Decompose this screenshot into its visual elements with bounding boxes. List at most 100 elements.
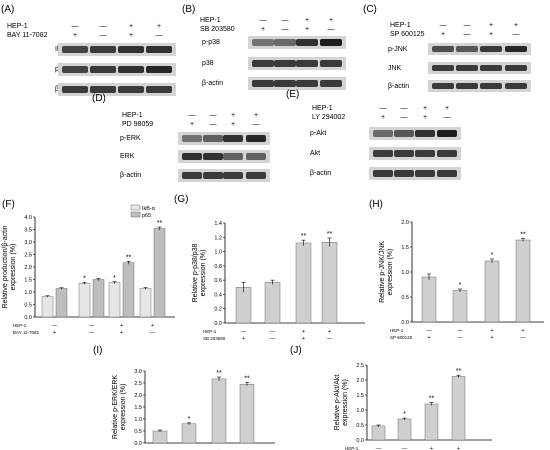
treatment-label: SP 600125 [390, 335, 413, 340]
treatment-sign: — [260, 17, 267, 24]
y-axis-label-line: Relative p-p38/p38 [192, 244, 199, 303]
treatment-sign: — [440, 22, 447, 29]
treatment-label: PD 98059 [122, 121, 153, 128]
band [456, 65, 478, 71]
treatment-label: SP 600125 [390, 31, 425, 38]
bar [235, 287, 252, 324]
treatment-sign: + [489, 31, 493, 38]
treatment-sign: + [302, 329, 305, 335]
y-axis-label-line: expression (%) [387, 249, 394, 296]
treatment-sign: — [464, 22, 471, 29]
treatment-sign: + [120, 323, 123, 329]
bar [515, 239, 531, 323]
treatment-label: HEP-1 [312, 105, 333, 112]
y-tick-label: 4.0 [24, 215, 32, 221]
band [62, 86, 88, 93]
treatment-sign: + [242, 336, 245, 342]
treatment-label: HEP-1 [122, 112, 143, 119]
band [480, 83, 502, 89]
treatment-sign: — [380, 105, 387, 112]
band-label: β-actin [388, 83, 409, 90]
legend-swatch [130, 204, 141, 211]
band [62, 66, 88, 73]
bar [122, 262, 135, 318]
band-label: β-actin [310, 170, 331, 177]
significance-mark: * [403, 411, 406, 418]
legend-label: p65 [142, 213, 151, 219]
treatment-sign: — [72, 23, 79, 30]
treatment-sign: + [490, 328, 493, 334]
treatment-sign: — [150, 330, 156, 336]
panel-letter: (F) [2, 199, 15, 210]
bar [371, 425, 386, 441]
significance-mark: * [491, 252, 494, 259]
significance-mark: * [459, 282, 462, 289]
y-tick-label: 0.0 [356, 438, 364, 444]
treatment-sign: + [430, 446, 433, 450]
y-tick-label: 2.5 [134, 381, 142, 387]
treatment-sign: + [490, 335, 493, 341]
significance-mark: ** [520, 232, 526, 239]
treatment-sign: — [402, 446, 408, 450]
bar [55, 288, 68, 318]
band-label: p38 [202, 60, 214, 67]
band [274, 80, 296, 87]
band-label: p-p38 [202, 39, 220, 46]
significance-mark: ** [126, 254, 132, 261]
band [415, 150, 435, 157]
band-label: p-Akt [310, 130, 326, 137]
band [118, 86, 144, 93]
treatment-sign: + [489, 22, 493, 29]
band [296, 60, 318, 67]
band [373, 150, 393, 157]
y-tick-label: 0.5 [24, 303, 32, 309]
bar [239, 384, 255, 444]
bar [452, 290, 468, 323]
band [415, 170, 435, 177]
significance-mark: ** [301, 233, 307, 240]
treatment-sign: + [261, 26, 265, 33]
treatment-sign: + [231, 121, 235, 128]
bar [451, 376, 466, 441]
treatment-label: HEP-1 [7, 23, 28, 30]
treatment-sign: + [73, 32, 77, 39]
y-tick-label: 0.6 [214, 278, 222, 284]
y-tick-label: 1.5 [356, 393, 364, 399]
y-axis-label-line: Relative p-Akt/Akt [334, 375, 341, 431]
y-tick-label: 0.2 [214, 307, 222, 313]
treatment-sign: + [120, 330, 123, 336]
bar [181, 423, 197, 444]
y-tick-label: 1.0 [214, 250, 222, 256]
band [456, 83, 478, 89]
bar [211, 378, 227, 444]
treatment-sign: + [157, 23, 161, 30]
treatment-sign: — [100, 32, 107, 39]
band [296, 39, 318, 46]
blot-panel-1: (B) HEP-1 — — + + SB 203580 + — + — p-p38 p38 β-actin [182, 4, 346, 90]
treatment-sign: + [457, 446, 460, 450]
panel-letter: (G) [174, 194, 188, 205]
band [182, 135, 202, 142]
band-label: p-ERK [120, 135, 141, 142]
treatment-sign: + [305, 17, 309, 24]
band [505, 46, 527, 52]
band [146, 46, 172, 53]
band-label: β-actin [202, 80, 223, 87]
y-tick-label: 3.0 [24, 240, 32, 246]
legend-swatch [130, 211, 141, 218]
treatment-sign: — [444, 114, 451, 121]
treatment-sign: — [520, 335, 526, 341]
treatment-sign: — [401, 114, 408, 121]
y-axis-label-line: Relative production/β-actin [2, 225, 9, 308]
treatment-sign: — [464, 31, 471, 38]
panel-letter: (A) [1, 4, 14, 15]
y-tick-label: 0.5 [401, 295, 409, 301]
band [223, 153, 243, 160]
band [437, 170, 457, 177]
treatment-label: SB 203580 [200, 26, 235, 33]
treatment-sign: + [151, 323, 154, 329]
band [90, 86, 116, 93]
treatment-sign: — [89, 330, 95, 336]
y-tick-label: 1.5 [401, 245, 409, 251]
